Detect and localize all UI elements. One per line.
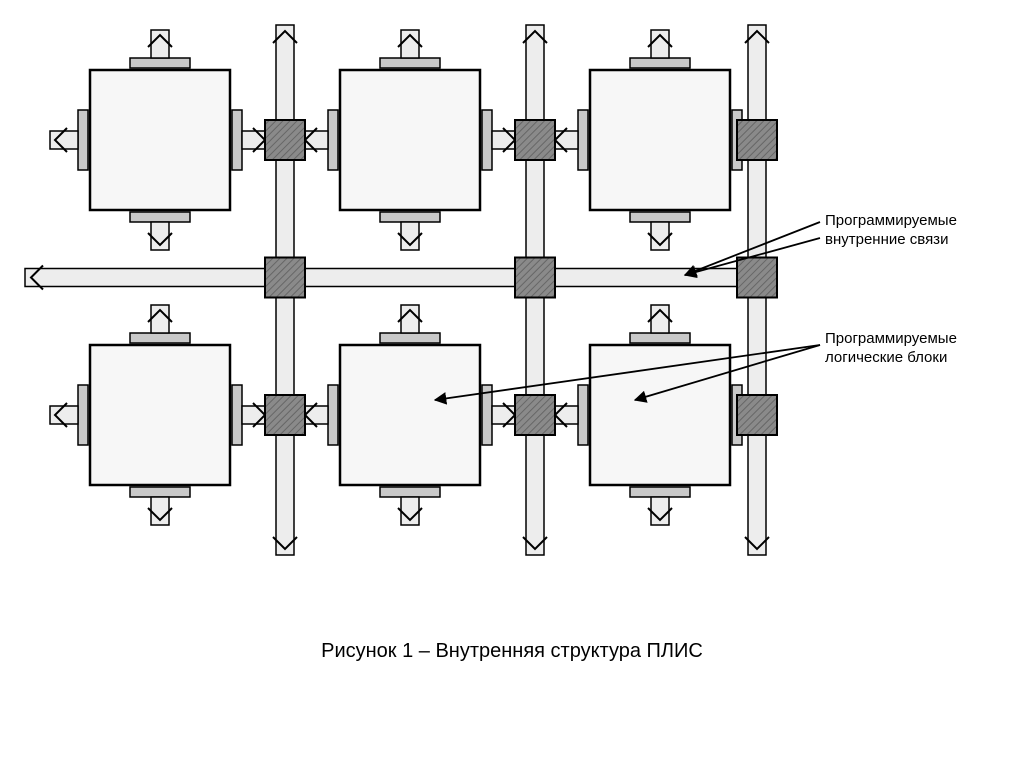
- io-pad: [328, 385, 338, 445]
- io-pad: [380, 333, 440, 343]
- figure-container: { "figure": { "type": "diagram", "captio…: [0, 0, 1024, 768]
- io-pad: [630, 58, 690, 68]
- io-pad: [78, 110, 88, 170]
- logic-block: [90, 70, 230, 210]
- io-pad: [232, 385, 242, 445]
- io-pad: [578, 385, 588, 445]
- label-logic-blocks: Программируемые логические блоки: [825, 330, 957, 368]
- switch-block: [265, 395, 305, 435]
- io-pad: [328, 110, 338, 170]
- io-pad: [130, 487, 190, 497]
- io-pad: [380, 58, 440, 68]
- switch-block: [737, 395, 777, 435]
- switch-block: [515, 395, 555, 435]
- io-pad: [130, 333, 190, 343]
- figure-caption: Рисунок 1 – Внутренняя структура ПЛИС: [0, 640, 1024, 663]
- io-pad: [380, 487, 440, 497]
- io-pad: [630, 487, 690, 497]
- io-pad: [78, 385, 88, 445]
- switch-block: [265, 120, 305, 160]
- io-pad: [630, 333, 690, 343]
- switch-block: [515, 258, 555, 298]
- logic-block: [90, 345, 230, 485]
- io-pad: [232, 110, 242, 170]
- switch-block: [515, 120, 555, 160]
- logic-block: [590, 70, 730, 210]
- switch-block: [737, 258, 777, 298]
- label-interconnect: Программируемые внутренние связи: [825, 212, 957, 250]
- io-pad: [380, 212, 440, 222]
- logic-block: [590, 345, 730, 485]
- switch-block: [737, 120, 777, 160]
- logic-block: [340, 70, 480, 210]
- switch-block: [265, 258, 305, 298]
- io-pad: [130, 212, 190, 222]
- io-pad: [482, 385, 492, 445]
- io-pad: [578, 110, 588, 170]
- io-pad: [130, 58, 190, 68]
- io-pad: [630, 212, 690, 222]
- logic-block: [340, 345, 480, 485]
- horizontal-channel: [25, 269, 770, 287]
- io-pad: [482, 110, 492, 170]
